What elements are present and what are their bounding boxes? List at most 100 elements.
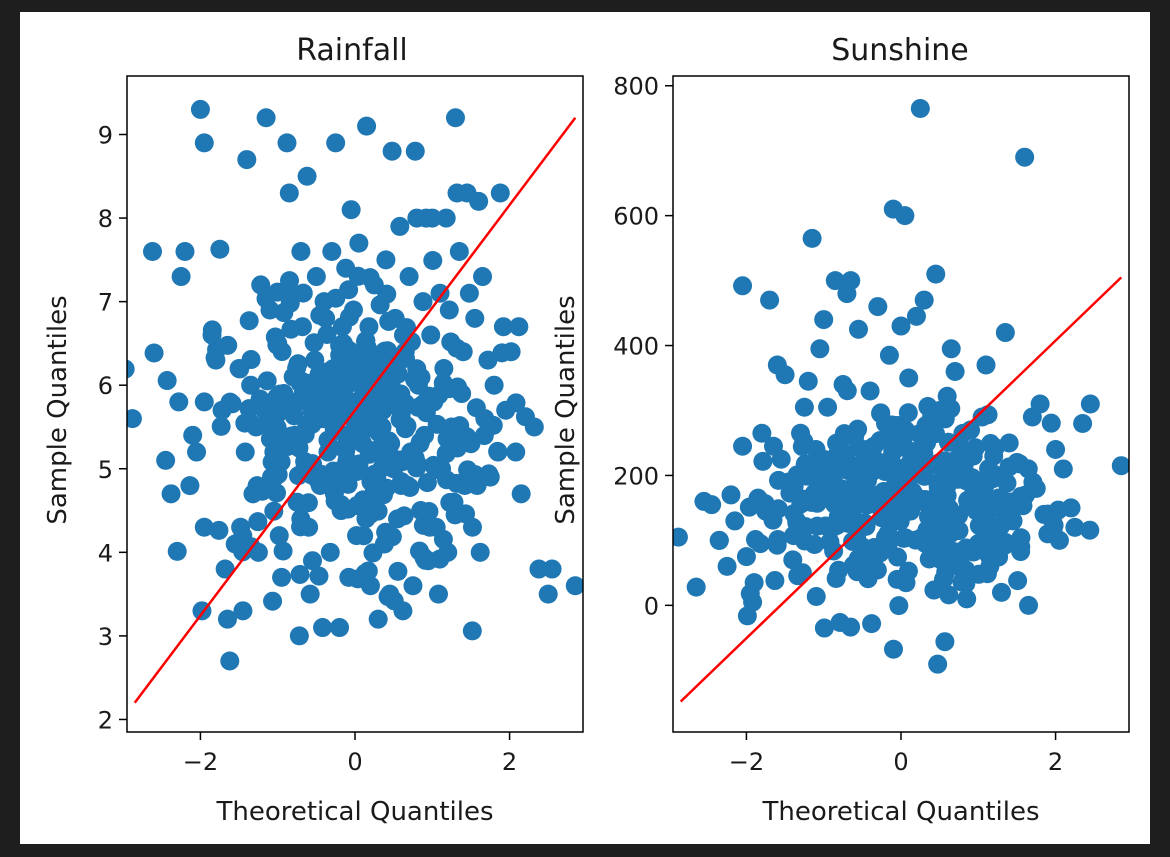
sunshine-points (673, 98, 1129, 674)
rainfall-title: Rainfall (296, 33, 408, 68)
sunshine-x-tick-label: −2 (729, 748, 764, 776)
sunshine-data-point (1015, 147, 1035, 167)
sunshine-data-point (1007, 452, 1027, 472)
sunshine-cluster-point (797, 466, 817, 486)
rainfall-data-point (428, 584, 448, 604)
sunshine-data-point (876, 413, 896, 433)
rainfall-y-tick-label: 5 (98, 456, 113, 484)
rainfall-data-point (243, 484, 263, 504)
rainfall-data-point (380, 584, 400, 604)
rainfall-cluster-point (336, 441, 356, 461)
rainfall-data-point (362, 392, 382, 412)
sunshine-cluster-point (973, 501, 993, 521)
rainfall-data-point (262, 467, 282, 487)
rainfall-data-point (225, 534, 245, 554)
rainfall-data-point (274, 384, 294, 404)
rainfall-data-point (353, 434, 373, 454)
sunshine-data-point (771, 449, 791, 469)
sunshine-data-point (775, 365, 795, 385)
rainfall-data-point (459, 283, 479, 303)
rainfall-data-point (511, 484, 531, 504)
rainfall-cluster-point (367, 440, 387, 460)
sunshine-data-point (1073, 413, 1093, 433)
rainfall-data-point (143, 241, 163, 261)
rainfall-y-tick-label: 9 (98, 121, 113, 149)
sunshine-cluster-point (935, 632, 955, 652)
rainfall-data-point (320, 542, 340, 562)
rainfall-y-tick-label: 6 (98, 372, 113, 400)
rainfall-cluster-point (257, 371, 277, 391)
sunshine-data-point (798, 371, 818, 391)
rainfall-data-point (233, 601, 253, 621)
sunshine-cluster-point (883, 442, 903, 462)
rainfall-data-point (300, 584, 320, 604)
sunshine-data-point (999, 433, 1019, 453)
rainfall-data-point (175, 241, 195, 261)
sunshine-data-point (721, 485, 741, 505)
rainfall-data-point (372, 417, 392, 437)
rainfall-data-point (252, 392, 272, 412)
rainfall-data-point (496, 400, 516, 420)
rainfall-data-point (297, 166, 317, 186)
rainfall-data-point (217, 609, 237, 629)
rainfall-data-point (436, 208, 456, 228)
sunshine-data-point (988, 498, 1008, 518)
sunshine-data-point (791, 423, 811, 443)
rainfall-data-point (449, 241, 469, 261)
sunshine-data-point (845, 426, 865, 446)
rainfall-data-point (326, 133, 346, 153)
rainfall-data-point (478, 350, 498, 370)
sunshine-cluster-point (806, 586, 826, 606)
rainfall-data-point (398, 475, 418, 495)
rainfall-data-point (333, 333, 353, 353)
sunshine-data-point (852, 537, 872, 557)
sunshine-data-point (810, 339, 830, 359)
sunshine-data-point (864, 436, 884, 456)
sunshine-plot-area: −2 0 2 0 200 400 600 800 (613, 73, 1130, 776)
sunshine-cluster-point (830, 613, 850, 633)
sunshine-data-point (787, 511, 807, 531)
rainfall-data-point (506, 442, 526, 462)
rainfall-data-point (360, 576, 380, 596)
rainfall-y-tick-label: 7 (98, 289, 113, 317)
rainfall-data-point (524, 417, 544, 437)
rainfall-data-point (194, 392, 214, 412)
sunshine-y-tick-label: 600 (613, 203, 659, 231)
sunshine-cluster-point (894, 528, 914, 548)
rainfall-data-point (465, 308, 485, 328)
sunshine-data-point (930, 400, 950, 420)
rainfall-data-point (351, 375, 371, 395)
sunshine-data-point (686, 577, 706, 597)
sunshine-title: Sunshine (831, 33, 969, 68)
rainfall-cluster-point (263, 591, 283, 611)
sunshine-cluster-point (997, 473, 1017, 493)
sunshine-data-point (980, 556, 1000, 576)
rainfall-cluster-point (309, 566, 329, 586)
rainfall-data-point (127, 409, 142, 429)
sunshine-cluster-point (753, 451, 773, 471)
sunshine-data-point (702, 495, 722, 515)
rainfall-panel: Rainfall Theoretical Quantiles Sample Qu… (43, 33, 584, 827)
rainfall-cluster-point (268, 403, 288, 423)
rainfall-data-point (212, 400, 232, 420)
rainfall-x-axis-label: Theoretical Quantiles (215, 797, 493, 827)
sunshine-data-point (750, 534, 770, 554)
sunshine-data-point (802, 228, 822, 248)
rainfall-cluster-point (218, 335, 238, 355)
rainfall-data-point (382, 141, 402, 161)
rainfall-data-point (272, 567, 292, 587)
rainfall-plot-area: −2 0 2 2 3 4 5 6 7 8 9 (98, 75, 584, 776)
sunshine-data-point (814, 310, 834, 330)
rainfall-y-axis-label: Sample Quantiles (43, 295, 73, 524)
rainfall-cluster-point (388, 561, 408, 581)
sunshine-cluster-point (939, 585, 959, 605)
rainfall-cluster-point (370, 295, 390, 315)
sunshine-cluster-point (1041, 413, 1061, 433)
sunshine-data-point (941, 339, 961, 359)
sunshine-data-point (953, 446, 973, 466)
rainfall-data-point (405, 141, 425, 161)
sunshine-data-point (821, 459, 841, 479)
sunshine-cluster-point (870, 543, 890, 563)
sunshine-data-point (995, 323, 1015, 343)
